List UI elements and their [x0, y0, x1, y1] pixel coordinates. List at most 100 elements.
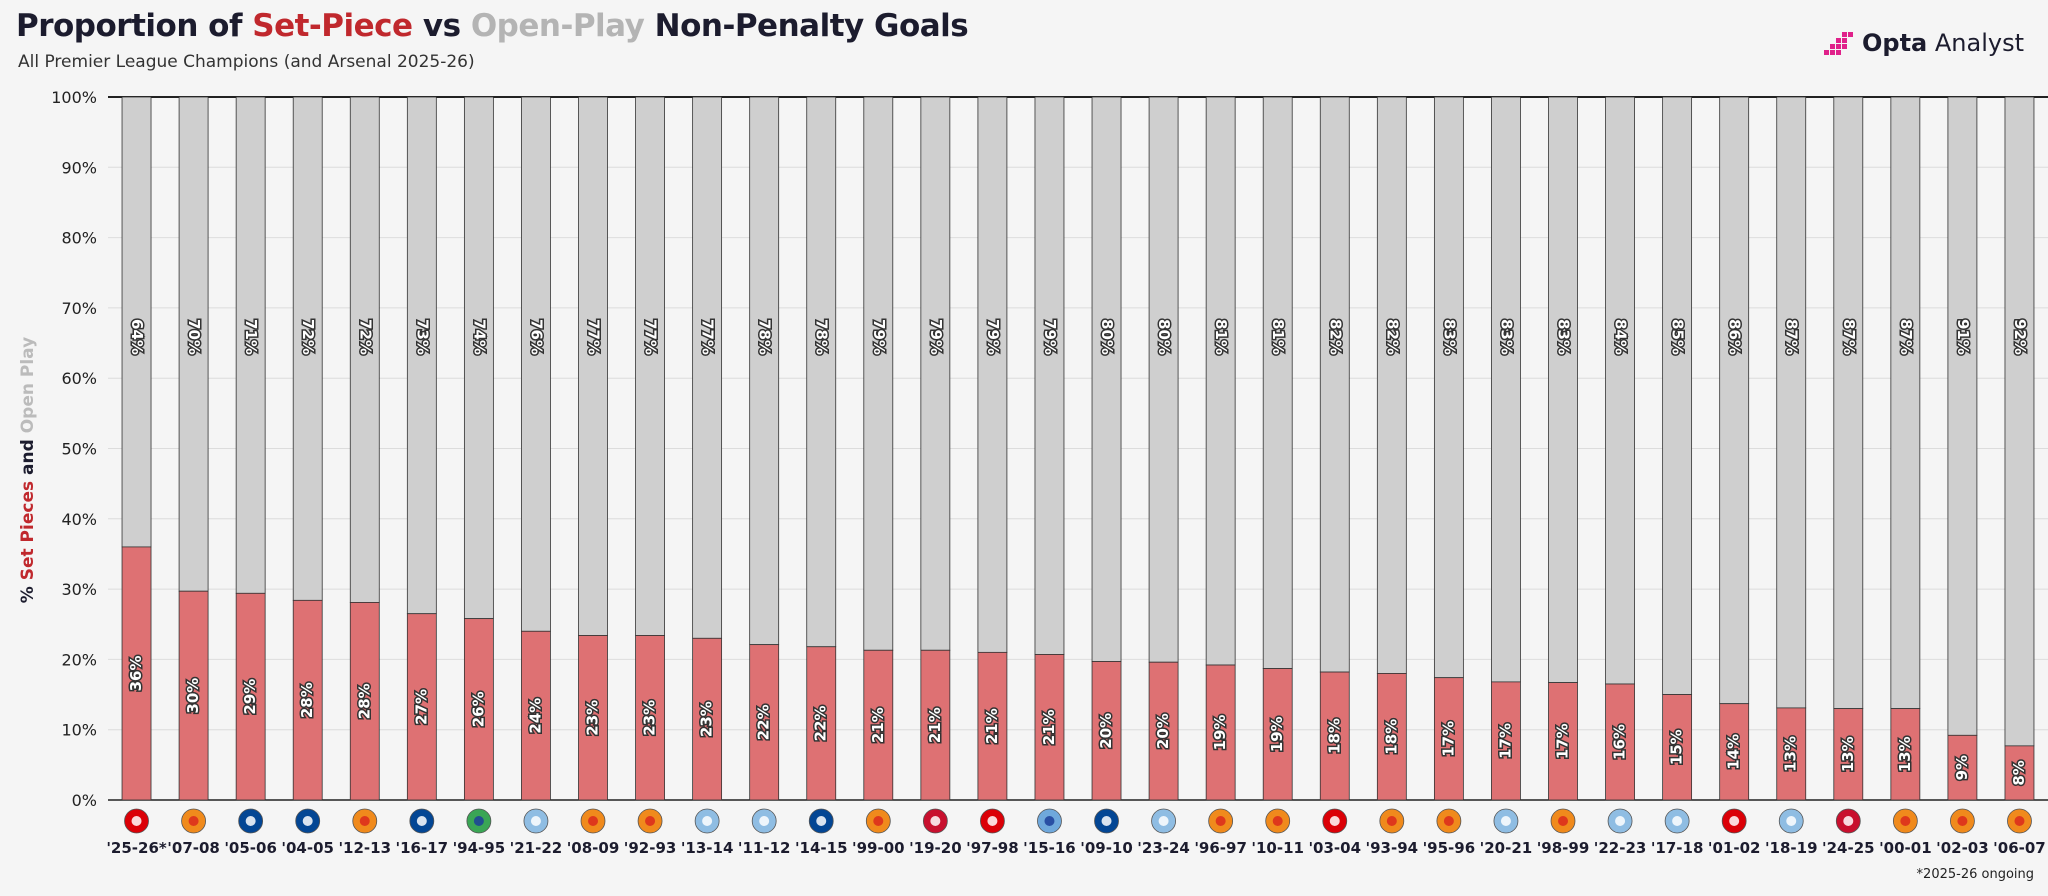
x-tick-label: '18-19: [1765, 839, 1818, 857]
open-play-value-label: 85%: [1669, 319, 1687, 355]
man-utd-crest-icon-detail: [1558, 816, 1568, 826]
open-play-value-label: 79%: [984, 319, 1002, 355]
set-piece-value-label: 18%: [1382, 719, 1400, 755]
x-tick-label: '11-12: [738, 839, 791, 857]
title-setpiece: Set-Piece: [252, 8, 413, 44]
open-play-value-label: 82%: [1383, 319, 1401, 355]
open-play-value-label: 83%: [1497, 319, 1515, 355]
open-play-value-label: 81%: [1269, 319, 1287, 355]
bar-open-play: [1148, 96, 1179, 663]
bar-set-piece: [578, 635, 608, 801]
x-tick-label: '96-97: [1194, 839, 1247, 857]
x-tick-label: '17-18: [1651, 839, 1704, 857]
x-tick-label: '12-13: [338, 839, 391, 857]
y-tick-label: 80%: [61, 229, 97, 248]
chelsea-crest-icon-detail: [416, 816, 427, 826]
set-piece-value-label: 23%: [641, 700, 659, 736]
open-play-value-label: 76%: [527, 319, 545, 355]
bar-set-piece: [178, 590, 209, 801]
x-tick-label: '02-03: [1936, 839, 1989, 857]
arsenal-crest-icon-detail: [131, 816, 142, 826]
title-prefix: Proportion of: [16, 8, 253, 44]
open-play-value-label: 82%: [1326, 319, 1344, 355]
bar-set-piece: [521, 630, 551, 801]
bar-set-piece: [349, 602, 380, 801]
set-piece-value-label: 36%: [127, 656, 145, 692]
bar-set-piece: [1947, 734, 1978, 801]
bar-open-play: [863, 96, 894, 651]
brand-logo: Opta Analyst: [1822, 26, 2024, 60]
set-piece-value-label: 20%: [1154, 713, 1172, 749]
bar-set-piece: [2004, 745, 2035, 801]
liverpool-crest-icon-detail: [930, 816, 941, 826]
x-tick-label: '07-08: [167, 839, 220, 857]
x-tick-label: '03-04: [1308, 839, 1361, 857]
x-tick-label: '09-10: [1080, 839, 1133, 857]
bar-set-piece: [1148, 661, 1179, 801]
bar-set-piece: [1319, 671, 1350, 801]
man-city-crest-icon-detail: [759, 816, 770, 826]
man-utd-crest-icon-detail: [588, 816, 598, 826]
man-utd-crest-icon-detail: [1386, 816, 1397, 826]
set-piece-value-label: 19%: [1211, 715, 1229, 751]
set-piece-value-label: 22%: [812, 705, 830, 741]
x-tick-label: '25-26*: [106, 839, 167, 857]
x-tick-label: '24-25: [1822, 839, 1875, 857]
man-city-crest-icon-detail: [1500, 816, 1511, 826]
x-tick-label: '19-20: [909, 839, 962, 857]
bar-open-play: [749, 96, 780, 646]
y-tick-label: 10%: [61, 721, 97, 740]
man-city-crest-icon-detail: [1615, 816, 1626, 826]
x-tick-label: '20-21: [1480, 839, 1533, 857]
bar-open-play: [463, 96, 494, 620]
set-piece-value-label: 22%: [755, 704, 773, 740]
set-piece-value-label: 13%: [1839, 736, 1857, 772]
man-utd-crest-icon-detail: [188, 816, 199, 826]
man-utd-crest-icon-detail: [1215, 816, 1226, 826]
bar-set-piece: [463, 618, 494, 801]
set-piece-value-label: 21%: [1040, 709, 1058, 745]
bar-open-play: [1205, 96, 1236, 666]
brand-bold: Opta: [1862, 29, 1928, 57]
bar-set-piece: [749, 644, 780, 801]
open-play-value-label: 72%: [299, 319, 317, 355]
bar-set-piece: [1776, 707, 1807, 801]
bar-open-play: [1262, 96, 1293, 669]
open-play-value-label: 64%: [128, 319, 146, 355]
set-piece-value-label: 28%: [355, 683, 373, 719]
bar-set-piece: [1833, 708, 1864, 801]
set-piece-value-label: 17%: [1554, 723, 1572, 759]
bar-open-play: [406, 96, 437, 615]
x-tick-label: '98-99: [1537, 839, 1590, 857]
open-play-value-label: 70%: [185, 319, 203, 355]
bar-open-play: [1719, 96, 1750, 705]
bar-open-play: [1319, 96, 1350, 673]
bar-set-piece: [977, 651, 1008, 801]
bar-open-play: [1776, 96, 1807, 709]
man-utd-crest-icon-detail: [1957, 816, 1968, 826]
bar-open-play: [178, 96, 209, 592]
man-utd-crest-icon-detail: [1272, 816, 1283, 826]
open-play-value-label: 87%: [1783, 319, 1801, 355]
bar-set-piece: [1262, 668, 1293, 801]
footnote: *2025-26 ongoing: [1916, 867, 2034, 882]
set-piece-value-label: 19%: [1268, 716, 1286, 752]
bar-open-play: [806, 96, 837, 648]
blackburn-crest-icon-detail: [473, 816, 484, 826]
bar-open-play: [1548, 96, 1578, 683]
y-tick-label: 100%: [51, 88, 97, 107]
open-play-value-label: 84%: [1612, 319, 1630, 355]
set-piece-value-label: 29%: [241, 679, 259, 715]
set-piece-value-label: 16%: [1611, 724, 1629, 760]
bar-open-play: [121, 96, 152, 548]
brand-text: Analyst: [1927, 29, 2024, 57]
open-play-value-label: 77%: [585, 319, 603, 355]
open-play-value-label: 79%: [870, 319, 888, 355]
bar-open-play: [349, 96, 380, 603]
x-tick-label: '06-07: [1993, 839, 2046, 857]
bar-open-play: [2004, 96, 2035, 747]
open-play-value-label: 83%: [1555, 319, 1573, 355]
set-piece-value-label: 23%: [584, 700, 602, 736]
bar-set-piece: [635, 635, 665, 801]
